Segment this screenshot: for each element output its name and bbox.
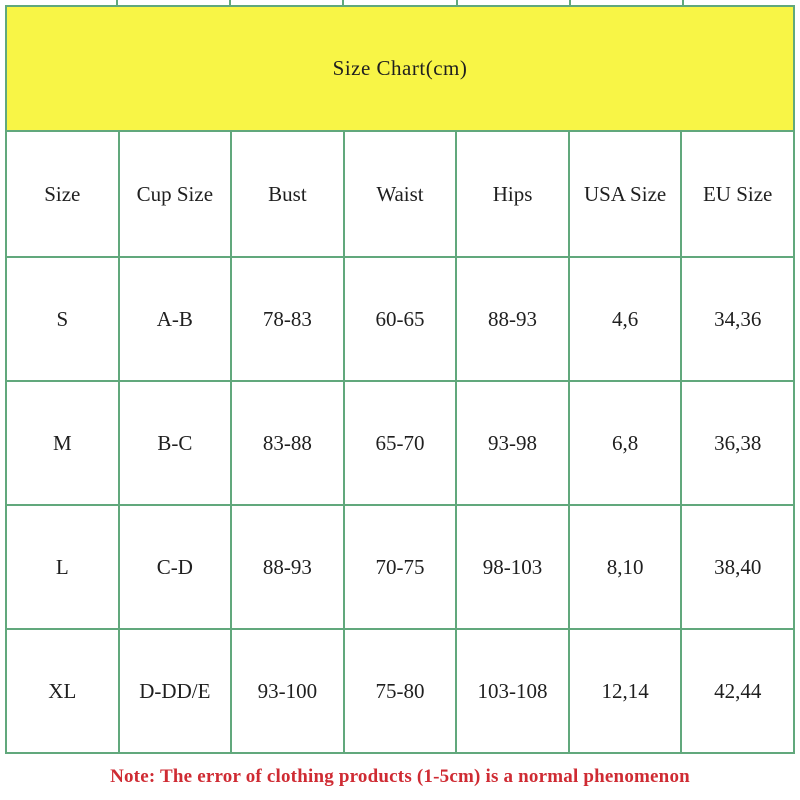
table-cell: 83-88 xyxy=(230,380,345,506)
table-cell: 93-100 xyxy=(230,628,345,754)
table-row-s: S A-B 78-83 60-65 88-93 4,6 34,36 xyxy=(5,256,795,382)
column-tick xyxy=(231,0,345,5)
header-cell-cup-size: Cup Size xyxy=(117,130,233,258)
header-row: Size Cup Size Bust Waist Hips USA Size E… xyxy=(5,130,795,258)
table-cell: 6,8 xyxy=(567,380,683,506)
table-cell: 93-98 xyxy=(455,380,570,506)
table-cell: 103-108 xyxy=(455,628,570,754)
table-row-l: L C-D 88-93 70-75 98-103 8,10 38,40 xyxy=(5,504,795,630)
column-ticks xyxy=(5,0,795,5)
header-cell-usa-size: USA Size xyxy=(567,130,683,258)
header-cell-hips: Hips xyxy=(455,130,570,258)
table-cell: 88-93 xyxy=(455,256,570,382)
table-cell: 88-93 xyxy=(230,504,345,630)
table-cell: 34,36 xyxy=(680,256,795,382)
table-cell: 38,40 xyxy=(680,504,795,630)
column-tick xyxy=(458,0,571,5)
table-row-xl: XL D-DD/E 93-100 75-80 103-108 12,14 42,… xyxy=(5,628,795,754)
table-cell: M xyxy=(5,380,120,506)
table-cell: 4,6 xyxy=(567,256,683,382)
column-tick xyxy=(118,0,232,5)
table-cell: 36,38 xyxy=(680,380,795,506)
table-cell: 65-70 xyxy=(342,380,458,506)
column-tick xyxy=(5,0,119,5)
table-cell: B-C xyxy=(117,380,233,506)
table-cell: 98-103 xyxy=(455,504,570,630)
table-cell: D-DD/E xyxy=(117,628,233,754)
table-cell: 78-83 xyxy=(230,256,345,382)
note-text: Note: The error of clothing products (1-… xyxy=(110,766,690,787)
header-cell-bust: Bust xyxy=(230,130,345,258)
header-cell-size: Size xyxy=(5,130,120,258)
table-cell: 70-75 xyxy=(342,504,458,630)
table-cell: 8,10 xyxy=(567,504,683,630)
table-cell: C-D xyxy=(117,504,233,630)
column-tick xyxy=(571,0,684,5)
table-cell: 60-65 xyxy=(342,256,458,382)
title-row: Size Chart(cm) xyxy=(5,5,795,132)
table-cell: A-B xyxy=(117,256,233,382)
table-cell: S xyxy=(5,256,120,382)
header-cell-waist: Waist xyxy=(342,130,458,258)
table-cell: 12,14 xyxy=(567,628,683,754)
chart-title: Size Chart(cm) xyxy=(5,5,795,132)
table-cell: 42,44 xyxy=(680,628,795,754)
header-cell-eu-size: EU Size xyxy=(680,130,795,258)
table-cell: XL xyxy=(5,628,120,754)
table-cell: 75-80 xyxy=(342,628,458,754)
column-tick xyxy=(344,0,458,5)
table-cell: L xyxy=(5,504,120,630)
table-row-m: M B-C 83-88 65-70 93-98 6,8 36,38 xyxy=(5,380,795,506)
size-chart-table: Size Chart(cm) Size Cup Size Bust Waist … xyxy=(5,5,795,754)
